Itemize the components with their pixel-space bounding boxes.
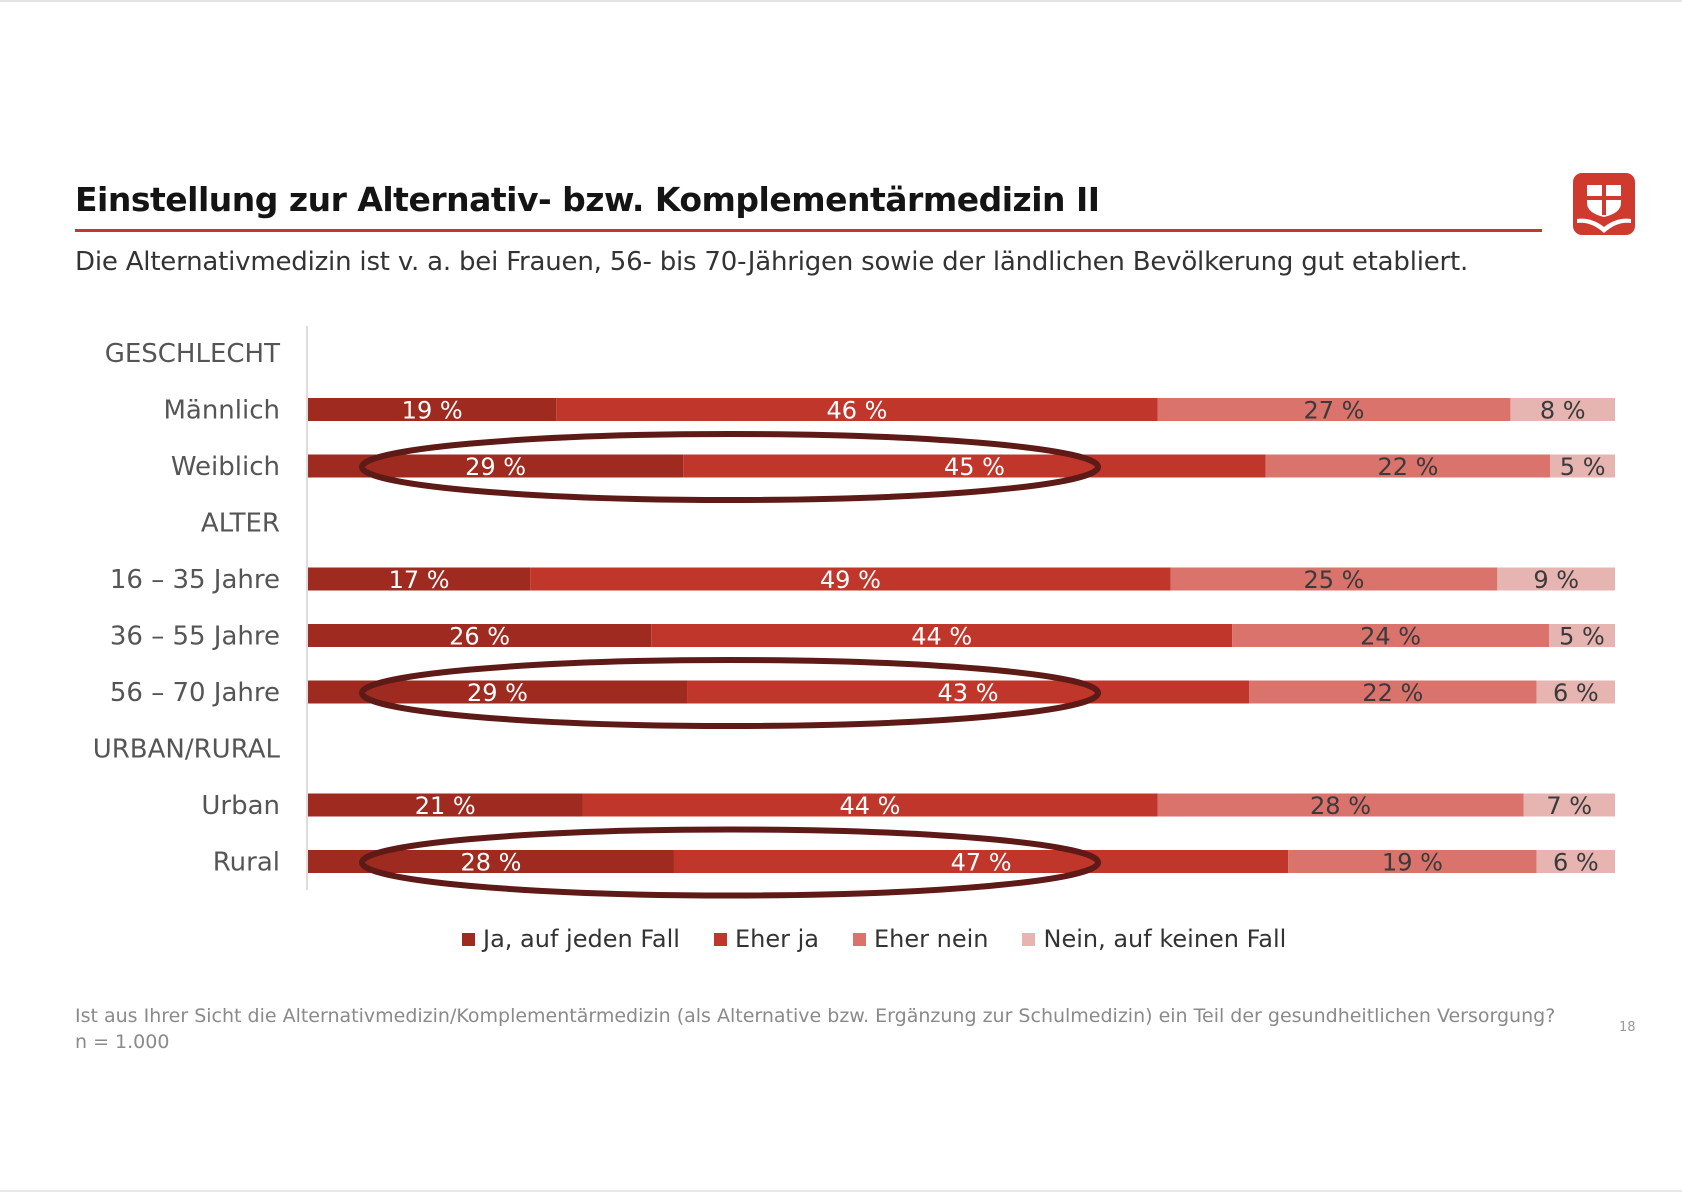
chart-legend: Ja, auf jeden Fall Eher ja Eher nein Nei… <box>462 925 1286 953</box>
data-label: 19 % <box>1382 849 1443 877</box>
bar-segment <box>651 624 1233 647</box>
title-underline <box>75 229 1542 232</box>
category-label: 36 – 55 Jahre <box>110 622 280 652</box>
data-label: 5 % <box>1559 623 1605 651</box>
bar-segment <box>582 793 1158 817</box>
footnote: Ist aus Ihrer Sicht die Alternativmedizi… <box>75 1003 1555 1055</box>
shield-leaf-icon <box>1573 173 1635 235</box>
legend-item-nein: Nein, auf keinen Fall <box>1022 925 1286 953</box>
bar-segment <box>308 793 583 817</box>
page-subtitle: Die Alternativmedizin ist v. a. bei Frau… <box>75 247 1469 277</box>
bar-segment <box>1536 680 1615 704</box>
data-label: 9 % <box>1533 566 1579 594</box>
data-label: 7 % <box>1546 792 1592 820</box>
bottom-border <box>0 1190 1682 1192</box>
group-label: URBAN/RURAL <box>93 735 281 765</box>
sample-size: n = 1.000 <box>75 1031 170 1053</box>
bar-segment <box>1523 793 1615 817</box>
bar-segment <box>1536 850 1615 873</box>
survey-question: Ist aus Ihrer Sicht die Alternativmedizi… <box>75 1005 1556 1027</box>
legend-item-eher-ja: Eher ja <box>713 925 819 953</box>
data-label: 44 % <box>911 623 972 651</box>
bar-segment <box>308 567 531 591</box>
data-label: 46 % <box>826 397 887 425</box>
legend-label: Ja, auf jeden Fall <box>483 925 680 953</box>
category-label: 56 – 70 Jahre <box>110 678 280 708</box>
legend-item-eher-nein: Eher nein <box>852 925 989 953</box>
category-label: 16 – 35 Jahre <box>110 565 280 595</box>
data-label: 26 % <box>449 623 510 651</box>
bar-segment <box>308 680 688 704</box>
legend-swatch <box>852 932 866 946</box>
data-label: 5 % <box>1560 453 1606 481</box>
data-label: 21 % <box>415 792 476 820</box>
legend-label: Eher ja <box>734 925 819 953</box>
legend-item-ja: Ja, auf jeden Fall <box>462 925 680 953</box>
legend-label: Eher nein <box>873 925 989 953</box>
bar-segment <box>308 850 674 873</box>
bar-segment <box>673 850 1289 873</box>
group-label: ALTER <box>201 509 280 539</box>
bar-segment <box>683 454 1266 478</box>
top-border <box>0 0 1682 2</box>
bar-segment <box>1497 567 1615 591</box>
data-label: 28 % <box>460 849 521 877</box>
category-label: Weiblich <box>171 452 280 482</box>
legend-label: Nein, auf keinen Fall <box>1043 925 1287 953</box>
bar-segment <box>687 680 1250 704</box>
data-label: 27 % <box>1304 397 1365 425</box>
legend-swatch <box>1022 932 1036 946</box>
data-label: 47 % <box>951 849 1012 877</box>
data-label: 22 % <box>1362 679 1423 707</box>
bar-segment <box>1157 398 1511 421</box>
data-label: 29 % <box>467 679 528 707</box>
bar-segment <box>1550 454 1615 478</box>
category-label: Männlich <box>163 396 280 426</box>
group-label: GESCHLECHT <box>105 339 280 369</box>
data-label: 22 % <box>1377 453 1438 481</box>
data-label: 28 % <box>1310 792 1371 820</box>
data-label: 8 % <box>1540 397 1586 425</box>
bar-segment <box>1265 454 1551 478</box>
data-label: 24 % <box>1360 623 1421 651</box>
bar-segment <box>530 567 1171 591</box>
bar-segment <box>1157 793 1524 817</box>
bar-segment <box>1170 567 1498 591</box>
highlight-ellipse <box>359 826 1101 899</box>
bar-segment <box>556 398 1158 421</box>
bar-segment <box>308 624 652 647</box>
highlight-ellipse <box>359 657 1101 729</box>
bar-segment <box>1232 624 1549 647</box>
bar-segment <box>308 454 684 478</box>
bar-segment <box>1548 624 1615 647</box>
data-label: 6 % <box>1553 849 1599 877</box>
data-label: 44 % <box>840 792 901 820</box>
data-label: 43 % <box>938 679 999 707</box>
legend-swatch <box>462 932 475 946</box>
data-label: 45 % <box>944 453 1005 481</box>
data-label: 25 % <box>1304 566 1365 594</box>
bar-segment <box>1288 850 1537 873</box>
data-label: 19 % <box>402 397 463 425</box>
data-label: 49 % <box>820 566 881 594</box>
bar-segment <box>308 398 557 421</box>
page-number: 18 <box>1619 1020 1636 1035</box>
legend-swatch <box>713 932 727 946</box>
highlight-ellipse <box>359 431 1101 503</box>
category-label: Urban <box>201 791 280 821</box>
category-label: Rural <box>213 848 280 878</box>
data-label: 17 % <box>389 566 450 594</box>
data-label: 6 % <box>1553 679 1599 707</box>
page-title: Einstellung zur Alternativ- bzw. Komplem… <box>75 180 1100 219</box>
bar-segment <box>1249 680 1537 704</box>
bar-segment <box>1510 398 1615 421</box>
data-label: 29 % <box>465 453 526 481</box>
